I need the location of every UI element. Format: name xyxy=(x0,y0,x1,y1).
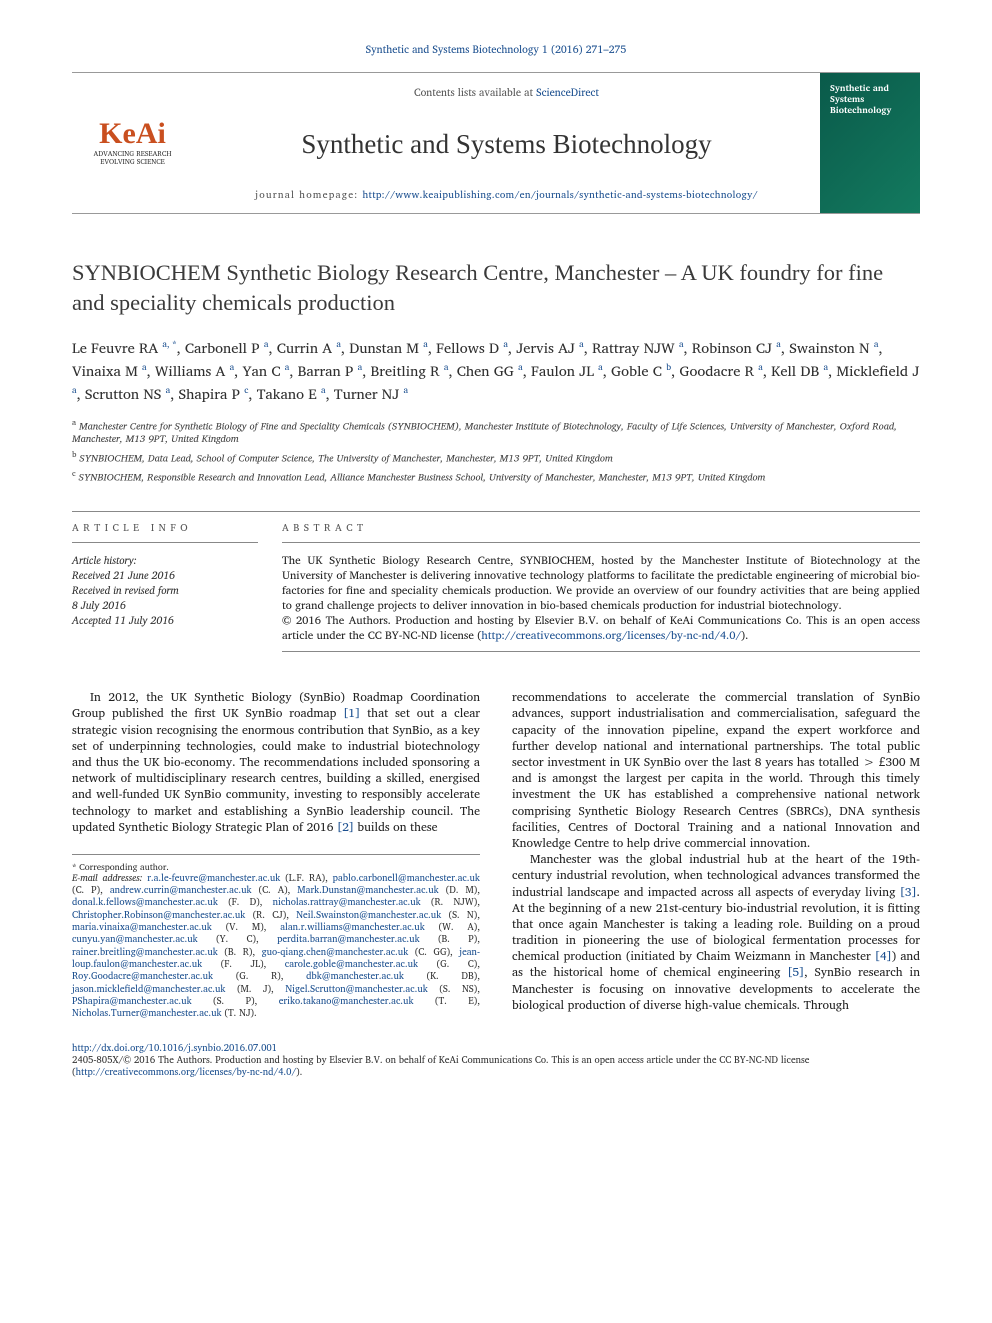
affiliation-block: a Manchester Centre for Synthetic Biolog… xyxy=(72,417,920,485)
article-title: SYNBIOCHEM Synthetic Biology Research Ce… xyxy=(72,258,920,319)
author-list: Le Feuvre RA a, *, Carbonell P a, Currin… xyxy=(72,337,920,407)
homepage-link[interactable]: http://www.keaipublishing.com/en/journal… xyxy=(362,187,757,203)
running-head: Synthetic and Systems Biotechnology 1 (2… xyxy=(72,40,920,58)
article-info-heading: article info xyxy=(72,520,258,543)
abstract-bottom-rule xyxy=(282,651,920,652)
doi-close: ). xyxy=(296,1065,302,1080)
journal-title: Synthetic and Systems Biotechnology xyxy=(199,129,814,160)
cc-license-link-footer[interactable]: http://creativecommons.org/licenses/by-n… xyxy=(76,1065,297,1080)
abstract-box: abstract The UK Synthetic Biology Resear… xyxy=(282,520,920,653)
history-line: Accepted 11 July 2016 xyxy=(72,613,258,627)
history-line: Received in revised form xyxy=(72,583,258,597)
info-abstract-row: article info Article history: Received 2… xyxy=(72,511,920,653)
cover-text: Synthetic and Systems Biotechnology xyxy=(830,83,910,115)
abstract-body: The UK Synthetic Biology Research Centre… xyxy=(282,551,920,614)
contents-line: Contents lists available at ScienceDirec… xyxy=(199,83,814,101)
affil-text: Manchester Centre for Synthetic Biology … xyxy=(72,418,897,448)
affil-text: SYNBIOCHEM, Data Lead, School of Compute… xyxy=(79,450,612,466)
body-columns: In 2012, the UK Synthetic Biology (SynBi… xyxy=(72,690,920,1021)
banner-center: Contents lists available at ScienceDirec… xyxy=(193,73,820,213)
affil-key: c xyxy=(72,466,76,480)
affiliation-a: a Manchester Centre for Synthetic Biolog… xyxy=(72,417,920,447)
article-info-box: article info Article history: Received 2… xyxy=(72,520,282,653)
footnote-block: * Corresponding author. E-mail addresses… xyxy=(72,854,480,1021)
body-col-left: In 2012, the UK Synthetic Biology (SynBi… xyxy=(72,690,480,1021)
affil-key: b xyxy=(72,447,76,461)
affil-text: SYNBIOCHEM, Responsible Research and Inn… xyxy=(79,469,766,485)
homepage-label: journal homepage: xyxy=(255,187,362,203)
homepage-line: journal homepage: http://www.keaipublish… xyxy=(199,187,814,203)
affil-key: a xyxy=(72,415,76,429)
cc-license-link[interactable]: http://creativecommons.org/licenses/by-n… xyxy=(481,626,741,644)
abstract-text: The UK Synthetic Biology Research Centre… xyxy=(282,553,920,644)
history-label: Article history: xyxy=(72,553,258,567)
body-col-right: recommendations to accelerate the commer… xyxy=(512,690,920,1021)
contents-prefix: Contents lists available at xyxy=(414,83,536,101)
article-history: Article history: Received 21 June 2016 R… xyxy=(72,553,258,628)
body-para: Manchester was the global industrial hub… xyxy=(512,852,920,1014)
journal-cover-thumb: Synthetic and Systems Biotechnology xyxy=(820,73,920,213)
keai-logo-tagline: ADVANCING RESEARCH EVOLVING SCIENCE xyxy=(80,151,185,166)
cc-close: ). xyxy=(741,626,748,644)
sciencedirect-link[interactable]: ScienceDirect xyxy=(536,83,599,101)
keai-logo-text: KeAi xyxy=(99,120,166,147)
email-list: r.a.le-feuvre@manchester.ac.uk (L.F. RA)… xyxy=(72,871,480,1022)
history-line: 8 July 2016 xyxy=(72,598,258,612)
affiliation-c: c SYNBIOCHEM, Responsible Research and I… xyxy=(72,468,920,485)
affiliation-b: b SYNBIOCHEM, Data Lead, School of Compu… xyxy=(72,449,920,466)
doi-footer: http://dx.doi.org/10.1016/j.synbio.2016.… xyxy=(72,1043,920,1080)
journal-banner: KeAi ADVANCING RESEARCH EVOLVING SCIENCE… xyxy=(72,72,920,214)
body-para: recommendations to accelerate the commer… xyxy=(512,690,920,852)
publisher-logo: KeAi ADVANCING RESEARCH EVOLVING SCIENCE xyxy=(72,73,193,213)
body-para: In 2012, the UK Synthetic Biology (SynBi… xyxy=(72,690,480,836)
history-line: Received 21 June 2016 xyxy=(72,568,258,582)
email-addresses: E-mail addresses: r.a.le-feuvre@manchest… xyxy=(72,873,480,1021)
abstract-heading: abstract xyxy=(282,520,920,543)
